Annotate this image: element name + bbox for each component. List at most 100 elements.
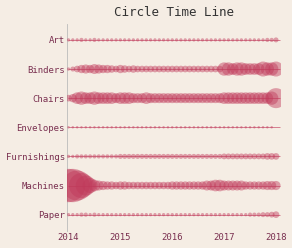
Point [110, 67, 114, 71]
Point [235, 213, 239, 217]
Point [248, 184, 252, 187]
Point [96, 67, 101, 71]
Point [92, 155, 97, 158]
Point [265, 125, 270, 129]
Point [144, 125, 149, 129]
Point [252, 213, 257, 217]
Point [66, 96, 71, 100]
Point [84, 155, 88, 158]
Point [269, 96, 274, 100]
Point [204, 38, 209, 42]
Point [226, 96, 231, 100]
Point [88, 125, 93, 129]
Point [200, 184, 205, 187]
Point [269, 125, 274, 129]
Point [101, 96, 105, 100]
Point [131, 125, 136, 129]
Point [179, 155, 183, 158]
Point [218, 96, 222, 100]
Point [187, 67, 192, 71]
Point [114, 213, 118, 217]
Point [92, 96, 97, 100]
Point [166, 155, 170, 158]
Point [122, 96, 127, 100]
Point [166, 125, 170, 129]
Point [222, 38, 227, 42]
Point [174, 125, 179, 129]
Point [161, 96, 166, 100]
Point [96, 155, 101, 158]
Point [153, 213, 157, 217]
Point [222, 184, 227, 187]
Point [161, 155, 166, 158]
Point [252, 96, 257, 100]
Point [200, 125, 205, 129]
Point [269, 67, 274, 71]
Point [213, 213, 218, 217]
Point [88, 67, 93, 71]
Point [157, 155, 161, 158]
Point [261, 213, 265, 217]
Point [252, 67, 257, 71]
Point [209, 184, 213, 187]
Point [118, 155, 123, 158]
Point [209, 125, 213, 129]
Point [92, 125, 97, 129]
Point [166, 184, 170, 187]
Point [274, 67, 278, 71]
Point [274, 155, 278, 158]
Point [84, 184, 88, 187]
Point [213, 96, 218, 100]
Point [70, 184, 75, 187]
Point [261, 96, 265, 100]
Point [174, 213, 179, 217]
Point [192, 38, 196, 42]
Point [192, 155, 196, 158]
Point [230, 67, 235, 71]
Point [256, 67, 261, 71]
Point [230, 213, 235, 217]
Point [218, 155, 222, 158]
Point [122, 125, 127, 129]
Point [127, 67, 131, 71]
Point [226, 67, 231, 71]
Point [248, 96, 252, 100]
Point [252, 125, 257, 129]
Point [166, 213, 170, 217]
Point [127, 38, 131, 42]
Point [261, 155, 265, 158]
Point [187, 96, 192, 100]
Point [196, 96, 201, 100]
Point [105, 213, 110, 217]
Point [144, 67, 149, 71]
Point [235, 67, 239, 71]
Point [105, 38, 110, 42]
Point [88, 96, 93, 100]
Point [70, 38, 75, 42]
Point [256, 155, 261, 158]
Point [274, 213, 278, 217]
Point [218, 213, 222, 217]
Point [179, 184, 183, 187]
Point [66, 67, 71, 71]
Point [101, 67, 105, 71]
Point [192, 125, 196, 129]
Point [122, 184, 127, 187]
Point [79, 96, 84, 100]
Point [230, 155, 235, 158]
Point [183, 184, 187, 187]
Point [265, 96, 270, 100]
Point [131, 96, 136, 100]
Point [70, 125, 75, 129]
Point [79, 67, 84, 71]
Point [84, 96, 88, 100]
Point [153, 125, 157, 129]
Point [209, 38, 213, 42]
Point [96, 213, 101, 217]
Point [183, 213, 187, 217]
Point [200, 96, 205, 100]
Point [114, 38, 118, 42]
Point [153, 67, 157, 71]
Point [274, 38, 278, 42]
Point [261, 125, 265, 129]
